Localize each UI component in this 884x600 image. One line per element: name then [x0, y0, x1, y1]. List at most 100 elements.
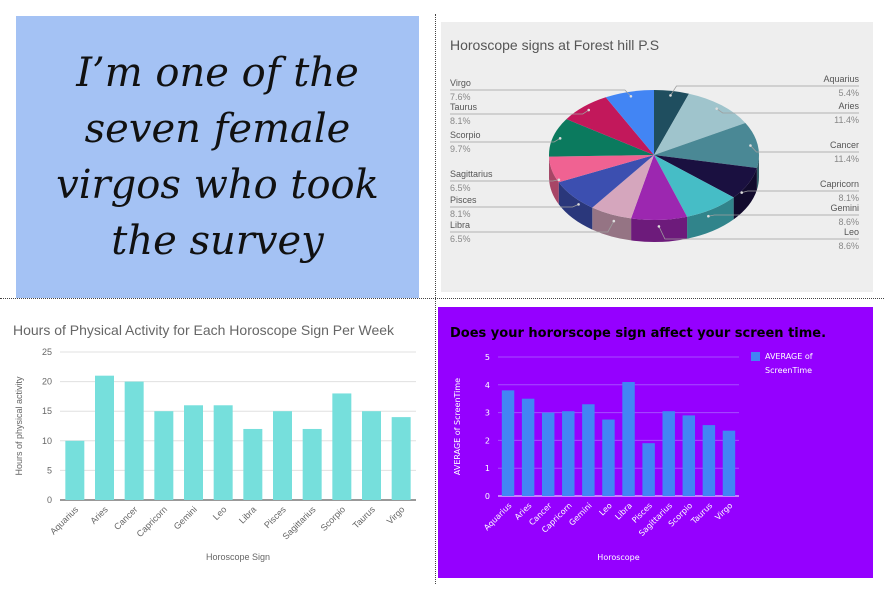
pie-pct-pisces: 8.1%: [450, 209, 471, 219]
pie-leader-pisces: [450, 204, 579, 208]
activity-chart-title: Hours of Physical Activity for Each Horo…: [13, 322, 395, 338]
screentime-bar-chart-panel: Does your hororscope sign affect your sc…: [438, 307, 873, 578]
legend-label-line2: ScreenTime: [765, 366, 812, 375]
x-axis-title: Horoscope Sign: [206, 552, 270, 562]
pie-slice-virgo: [605, 90, 654, 155]
pie-label-virgo: Virgo: [450, 78, 471, 88]
pie-label-aries: Aries: [838, 101, 859, 111]
y-tick-label: 2: [485, 436, 490, 445]
y-tick-label: 20: [42, 377, 52, 387]
pie-side-gemini: [687, 197, 734, 239]
legend-label-line1: AVERAGE of: [765, 352, 813, 361]
pie-leader-dot-pisces: [577, 203, 580, 206]
pie-pct-gemini: 8.6%: [838, 217, 859, 227]
pie-leader-dot-aries: [715, 107, 719, 110]
pie-label-sagittarius: Sagittarius: [450, 169, 493, 179]
pie-label-taurus: Taurus: [450, 102, 478, 112]
bar-sagittarius: [302, 428, 322, 500]
pie-leader-dot-capricorn: [740, 191, 743, 194]
pie-pct-cancer: 11.4%: [834, 154, 859, 164]
bar-scorpio: [682, 415, 696, 496]
x-tick-label-leo: Leo: [211, 504, 229, 522]
pie-leader-dot-virgo: [629, 94, 633, 98]
x-tick-label-capricorn: Capricorn: [135, 504, 170, 539]
pie-slice-cancer: [654, 122, 759, 168]
x-tick-label-libra: Libra: [237, 504, 258, 525]
pie-leader-dot-aquarius: [669, 94, 672, 97]
pie-leader-aquarius: [670, 85, 859, 96]
y-tick-label: 25: [42, 347, 52, 357]
pie-pct-libra: 6.5%: [450, 234, 471, 244]
screentime-chart-title: Does your hororscope sign affect your sc…: [450, 326, 826, 341]
activity-bar-chart-panel: Hours of Physical Activity for Each Horo…: [4, 314, 426, 576]
pie-side-cancer: [756, 155, 759, 190]
pie-pct-aries: 11.4%: [834, 115, 859, 125]
pie-label-libra: Libra: [450, 220, 470, 230]
pie-label-capricorn: Capricorn: [820, 179, 859, 189]
x-tick-label-cancer: Cancer: [112, 504, 140, 532]
y-tick-label: 0: [485, 492, 490, 501]
legend-swatch: [751, 352, 760, 361]
bar-leo: [602, 419, 615, 496]
bar-taurus: [362, 411, 381, 500]
quote-panel: I’m one of the seven female virgos who t…: [16, 16, 419, 298]
pie-leader-virgo: [450, 89, 632, 97]
pie-leader-dot-leo: [657, 225, 661, 228]
vertical-divider: [435, 14, 436, 584]
x-tick-label-aries: Aries: [88, 504, 110, 526]
pie-label-leo: Leo: [844, 227, 859, 237]
pie-leader-cancer: [750, 145, 859, 153]
bar-libra: [243, 428, 263, 500]
bar-aries: [521, 398, 535, 496]
bar-virgo: [722, 430, 736, 496]
y-tick-label: 4: [485, 381, 490, 390]
y-axis-title: Hours of physical activity: [14, 376, 24, 476]
pie-label-gemini: Gemini: [830, 203, 859, 213]
quote-text: I’m one of the seven female virgos who t…: [56, 50, 379, 264]
pie-leader-taurus: [450, 109, 589, 115]
bar-aquarius: [501, 390, 515, 496]
pie-side-leo: [631, 216, 688, 242]
bar-aries: [95, 375, 114, 500]
horizontal-divider: [0, 298, 884, 299]
x-tick-label-taurus: Taurus: [689, 501, 715, 527]
x-axis-title: Horoscope: [597, 553, 639, 562]
pie-slice-taurus: [566, 97, 654, 155]
y-tick-label: 10: [42, 436, 52, 446]
pie-pct-aquarius: 5.4%: [838, 88, 859, 98]
pie-leader-gemini: [708, 214, 859, 217]
pie-slice-sagittarius: [549, 155, 654, 183]
bar-scorpio: [332, 393, 352, 500]
y-tick-label: 1: [485, 464, 490, 473]
pie-leader-aries: [716, 108, 859, 114]
pie-chart-panel: Horoscope signs at Forest hill P.S Aquar…: [441, 22, 873, 292]
x-tick-label-taurus: Taurus: [351, 504, 378, 531]
y-tick-label: 15: [42, 406, 52, 416]
pie-slice-pisces: [558, 155, 654, 208]
y-axis-title: AVERAGE of ScreenTime: [453, 378, 462, 475]
pie-pct-leo: 8.6%: [838, 241, 859, 251]
bar-libra: [622, 382, 635, 496]
y-tick-label: 0: [47, 495, 52, 505]
y-tick-label: 3: [485, 409, 490, 418]
x-tick-label-aquarius: Aquarius: [48, 504, 81, 537]
activity-bar-chart: Hours of Physical Activity for Each Horo…: [13, 322, 416, 562]
x-tick-label-gemini: Gemini: [172, 504, 199, 531]
x-tick-label-virgo: Virgo: [713, 501, 734, 522]
pie-side-capricorn: [733, 167, 757, 220]
pie-pct-virgo: 7.6%: [450, 92, 471, 102]
screentime-bar-chart: Does your hororscope sign affect your sc…: [450, 326, 826, 562]
x-tick-label-pisces: Pisces: [262, 504, 288, 530]
bar-capricorn: [154, 411, 174, 500]
bar-pisces: [642, 443, 655, 496]
pie-leader-scorpio: [450, 137, 561, 143]
pie-pct-taurus: 8.1%: [450, 116, 471, 126]
x-tick-label-virgo: Virgo: [385, 504, 407, 526]
x-tick-label-leo: Leo: [598, 501, 614, 517]
y-tick-label: 5: [485, 353, 490, 362]
bar-capricorn: [562, 411, 575, 496]
x-tick-label-scorpio: Scorpio: [319, 504, 348, 533]
pie-leader-dot-cancer: [749, 144, 752, 147]
pie-leader-dot-libra: [612, 219, 616, 223]
bar-cancer: [124, 381, 144, 500]
